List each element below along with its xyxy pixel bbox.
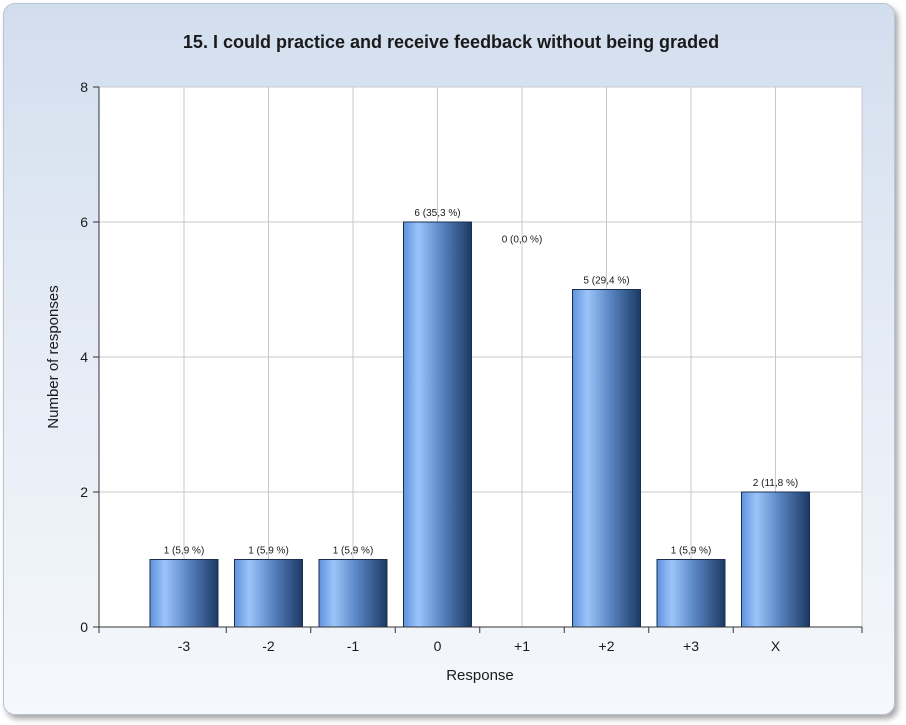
x-tick-label: -3 xyxy=(178,638,191,654)
chart-title: 15. I could practice and receive feedbac… xyxy=(183,32,719,52)
data-label: 0 (0,0 %) xyxy=(502,234,543,245)
x-tick-label: -2 xyxy=(262,638,275,654)
axes xyxy=(93,87,862,633)
x-tick-label: +3 xyxy=(683,638,699,654)
bar xyxy=(234,559,303,628)
y-tick-label: 6 xyxy=(80,214,88,230)
bar xyxy=(741,491,810,628)
bar xyxy=(403,221,472,628)
labels: 0 2 4 6 8 -3 1 (5,9 %) -2 1 (5,9 %) -1 1 (5,9 %) 0 6… xyxy=(80,79,863,654)
y-tick-label: 0 xyxy=(80,619,88,635)
y-tick-label: 4 xyxy=(80,349,88,365)
data-label: 1 (5,9 %) xyxy=(248,546,289,557)
bar xyxy=(656,559,726,628)
x-tick-label: 0 xyxy=(434,638,442,654)
y-axis-label: Number of responses xyxy=(45,285,62,428)
grid-lines xyxy=(99,86,863,627)
x-tick-label: +2 xyxy=(599,638,615,654)
bar xyxy=(149,559,219,628)
x-tick-label: -1 xyxy=(347,638,360,654)
data-label: 1 (5,9 %) xyxy=(671,546,712,557)
x-tick-label: X xyxy=(771,638,781,654)
bar xyxy=(318,559,388,628)
x-tick-label: +1 xyxy=(514,638,530,654)
data-label: 5 (29,4 %) xyxy=(583,276,629,287)
data-label: 1 (5,9 %) xyxy=(164,546,205,557)
y-tick-label: 8 xyxy=(80,79,88,95)
data-label: 1 (5,9 %) xyxy=(333,546,374,557)
data-label: 2 (11,8 %) xyxy=(753,478,798,489)
x-axis-label: Response xyxy=(446,667,514,684)
bar xyxy=(572,289,641,628)
bars xyxy=(149,221,810,628)
data-label: 6 (35,3 %) xyxy=(414,208,460,219)
y-tick-label: 2 xyxy=(80,484,88,500)
